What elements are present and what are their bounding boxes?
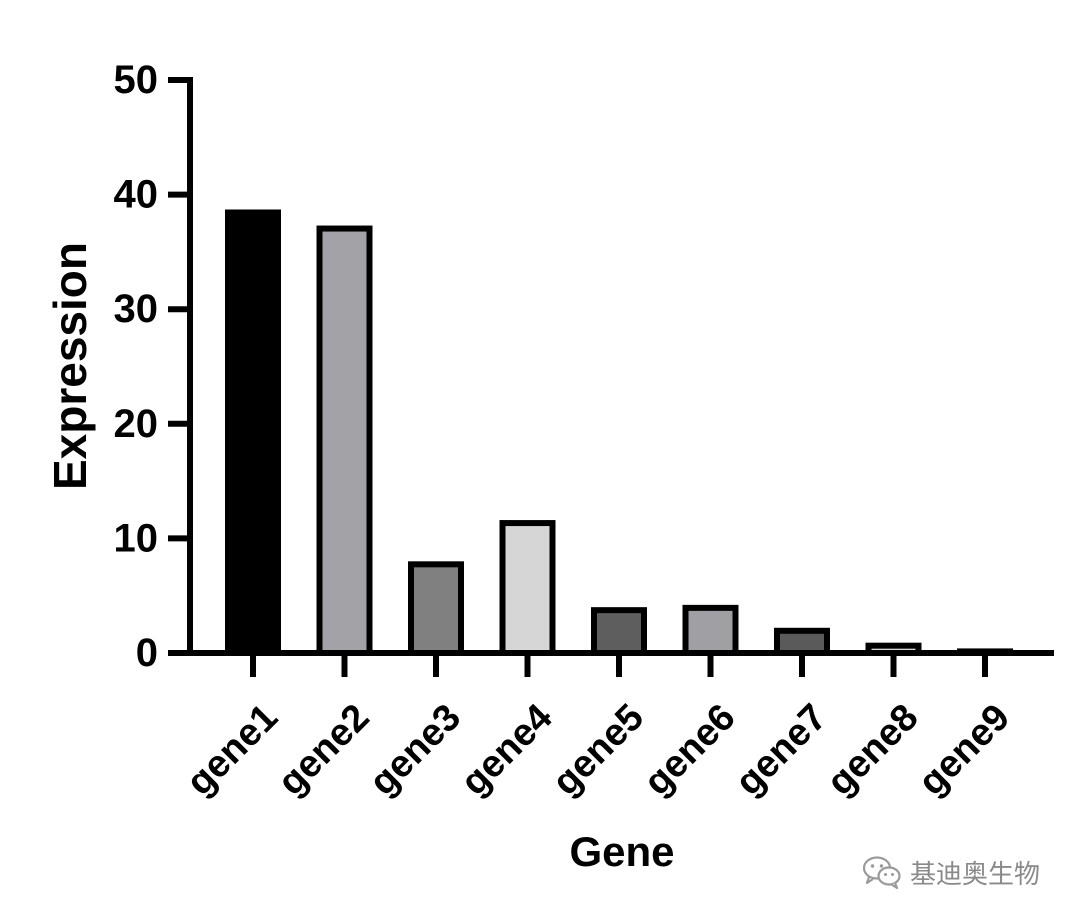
y-axis-label: Expression: [44, 242, 96, 490]
x-tick-label-gene4: gene4: [453, 696, 560, 803]
bar-gene3: [408, 561, 464, 657]
y-tick-label: 40: [114, 173, 159, 217]
bar-gene6: [682, 604, 739, 656]
x-tick-label-gene6: gene6: [636, 696, 743, 803]
x-tick-label-gene1: gene1: [179, 696, 286, 803]
y-tick-label: 50: [114, 58, 159, 102]
x-axis-label: Gene: [569, 828, 674, 875]
watermark-text: 基迪奥生物: [910, 859, 1041, 890]
x-tick-label-gene7: gene7: [728, 696, 835, 803]
x-tick-label-gene9: gene9: [911, 696, 1018, 803]
x-tick-label-gene8: gene8: [819, 696, 926, 803]
y-tick-label: 10: [114, 516, 159, 560]
y-tick-label: 30: [114, 287, 159, 331]
y-axis-ticks: 0 10 20 30 40 50: [114, 58, 190, 675]
bar-gene2: [316, 225, 373, 657]
x-axis-ticks: gene1gene2gene3gene4gene5gene6gene7gene8…: [179, 653, 1018, 804]
bars-group: [225, 209, 1013, 657]
y-tick-label: 0: [136, 631, 158, 675]
x-tick-label-gene2: gene2: [270, 696, 377, 803]
bar-gene1: [225, 209, 281, 657]
x-tick-label-gene3: gene3: [362, 696, 469, 803]
y-tick-label: 20: [114, 402, 159, 446]
bar-gene7: [774, 627, 830, 657]
wechat-icon: [862, 856, 901, 889]
watermark: 基迪奥生物: [862, 852, 1040, 892]
x-tick-label-gene5: gene5: [545, 696, 652, 803]
bar-gene4: [499, 520, 556, 657]
bar-gene5: [591, 607, 647, 656]
